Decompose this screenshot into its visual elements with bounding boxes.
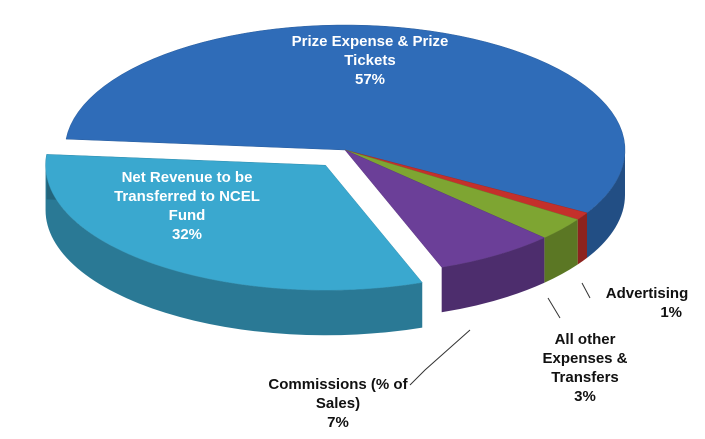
slice-wall — [586, 150, 625, 258]
slice-name: All other Expenses & Transfers — [542, 331, 628, 386]
leader-line — [581, 282, 591, 299]
slice-label: Commissions (% of Sales) 7% — [268, 375, 408, 432]
slice-value: 3% — [574, 388, 596, 405]
slice-label: Prize Expense & Prize Tickets 57% — [290, 32, 450, 89]
slice-value: 57% — [354, 71, 386, 88]
slice — [45, 154, 423, 291]
leader-line — [547, 297, 561, 319]
slice — [65, 24, 626, 214]
slice — [344, 149, 545, 268]
slice-name: Commissions (% of Sales) — [268, 376, 408, 412]
slice-name: Prize Expense & Prize Tickets — [291, 33, 449, 69]
tops — [45, 24, 626, 291]
slice-label: All other Expenses & Transfers 3% — [530, 330, 640, 406]
slice-wall — [441, 237, 545, 313]
slice-value: 1% — [660, 304, 682, 321]
slice-wall — [544, 219, 578, 283]
leaders — [409, 282, 591, 386]
slice-value: 32% — [171, 226, 203, 243]
slice-wall — [577, 212, 587, 265]
slice-wall — [45, 165, 423, 336]
slice-name: Net Revenue to be Transferred to NCEL Fu… — [114, 169, 260, 224]
slice-label: Advertising 1% — [592, 284, 702, 322]
leader-line — [409, 329, 471, 386]
slice-value: 7% — [327, 414, 349, 431]
slice-label: Net Revenue to be Transferred to NCEL Fu… — [112, 168, 262, 244]
slice-name: Advertising — [605, 285, 689, 302]
